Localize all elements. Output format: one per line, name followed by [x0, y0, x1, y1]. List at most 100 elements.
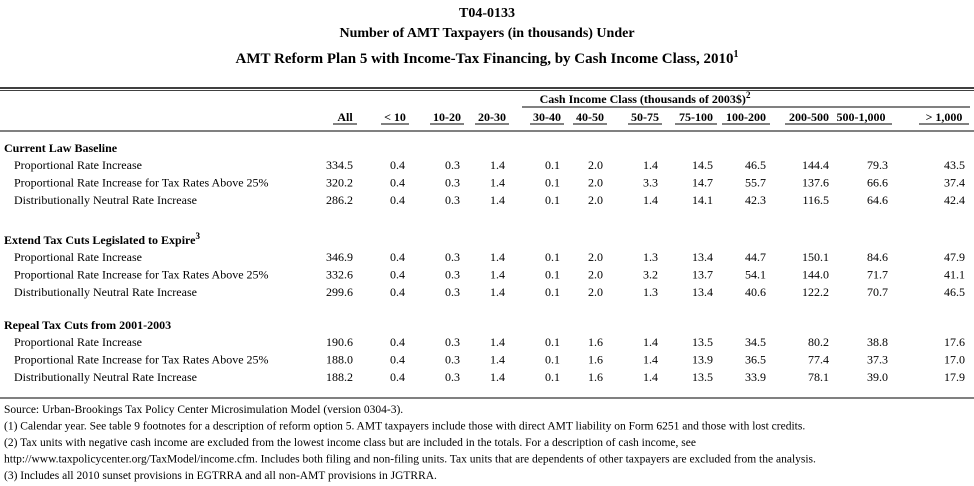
cell-value: 54.1: [745, 268, 766, 282]
cell-value: 41.1: [944, 268, 965, 282]
cell-value: 1.4: [643, 158, 658, 172]
column-header: < 10: [384, 110, 406, 124]
section-title-text: Current Law Baseline: [4, 141, 118, 155]
cell-value: 36.5: [745, 353, 766, 367]
cell-value: 1.4: [490, 285, 505, 299]
cell-value: 38.8: [867, 335, 888, 349]
row-label: Proportional Rate Increase for Tax Rates…: [14, 268, 269, 282]
cell-value: 0.4: [390, 353, 405, 367]
row-label: Distributionally Neutral Rate Increase: [14, 193, 197, 207]
column-header: > 1,000: [926, 110, 963, 124]
cell-value: 137.6: [802, 176, 829, 190]
title-line: Number of AMT Taxpayers (in thousands) U…: [339, 26, 634, 41]
column-header: 200-500: [789, 110, 829, 124]
cell-value: 42.4: [944, 193, 965, 207]
cell-value: 1.4: [490, 335, 505, 349]
cell-value: 2.0: [588, 158, 603, 172]
cell-value: 122.2: [802, 285, 829, 299]
cell-value: 320.2: [326, 176, 353, 190]
cell-value: 0.4: [390, 158, 405, 172]
table-body: All < 10 10-20 20-30 30-40 40-50 50-75 75-100 10…: [4, 110, 969, 482]
cell-value: 0.1: [545, 335, 560, 349]
cell-value: 1.4: [490, 250, 505, 264]
cell-value: 46.5: [745, 158, 766, 172]
cell-value: 2.0: [588, 193, 603, 207]
cell-value: 1.6: [588, 335, 603, 349]
cell-value: 346.9: [326, 250, 353, 264]
footnote: http://www.taxpolicycenter.org/TaxModel/…: [4, 454, 816, 466]
cell-value: 1.4: [490, 353, 505, 367]
cell-value: 0.3: [445, 268, 460, 282]
cell-value: 150.1: [802, 250, 829, 264]
cell-value: 13.7: [692, 268, 713, 282]
footnote-ref: 2: [746, 90, 751, 100]
cell-value: 17.6: [944, 335, 965, 349]
column-header: 50-75: [631, 110, 659, 124]
row-label: Proportional Rate Increase: [14, 250, 142, 264]
cell-value: 17.0: [944, 353, 965, 367]
cell-value: 188.2: [326, 370, 353, 384]
column-header: 500-1,000: [837, 110, 886, 124]
cell-value: 0.1: [545, 158, 560, 172]
cell-value: 66.6: [867, 176, 888, 190]
row-label: Distributionally Neutral Rate Increase: [14, 285, 197, 299]
cell-value: 1.3: [643, 250, 658, 264]
cell-value: 144.0: [802, 268, 829, 282]
cell-value: 0.4: [390, 335, 405, 349]
cell-value: 64.6: [867, 193, 888, 207]
footnote-ref: 3: [195, 231, 200, 241]
group-header-text: Cash Income Class (thousands of 2003$): [540, 92, 746, 106]
cell-value: 17.9: [944, 370, 965, 384]
cell-value: 188.0: [326, 353, 353, 367]
cell-value: 0.3: [445, 370, 460, 384]
row-label: Proportional Rate Increase: [14, 335, 142, 349]
cell-value: 334.5: [326, 158, 353, 172]
cell-value: 2.0: [588, 268, 603, 282]
cell-value: 3.2: [643, 268, 658, 282]
cell-value: 0.3: [445, 193, 460, 207]
cell-value: 80.2: [808, 335, 829, 349]
cell-value: 84.6: [867, 250, 888, 264]
cell-value: 14.5: [692, 158, 713, 172]
cell-value: 37.4: [944, 176, 965, 190]
cell-value: 14.1: [692, 193, 713, 207]
cell-value: 286.2: [326, 193, 353, 207]
column-header: 10-20: [433, 110, 461, 124]
column-header: 40-50: [576, 110, 604, 124]
cell-value: 14.7: [692, 176, 713, 190]
cell-value: 33.9: [745, 370, 766, 384]
cell-value: 13.4: [692, 250, 713, 264]
cell-value: 37.3: [867, 353, 888, 367]
cell-value: 332.6: [326, 268, 353, 282]
group-header: Cash Income Class (thousands of 2003$)2: [540, 90, 751, 106]
cell-value: 71.7: [867, 268, 888, 282]
cell-value: 13.5: [692, 370, 713, 384]
cell-value: 1.4: [490, 370, 505, 384]
cell-value: 0.4: [390, 268, 405, 282]
cell-value: 55.7: [745, 176, 766, 190]
row-label: Proportional Rate Increase for Tax Rates…: [14, 353, 269, 367]
title-text: AMT Reform Plan 5 with Income-Tax Financ…: [236, 51, 734, 67]
cell-value: 0.4: [390, 193, 405, 207]
column-header: All: [337, 110, 353, 124]
cell-value: 1.4: [490, 158, 505, 172]
cell-value: 0.4: [390, 250, 405, 264]
cell-value: 1.4: [643, 335, 658, 349]
cell-value: 0.4: [390, 176, 405, 190]
cell-value: 2.0: [588, 176, 603, 190]
title-line: AMT Reform Plan 5 with Income-Tax Financ…: [236, 49, 739, 67]
cell-value: 39.0: [867, 370, 888, 384]
cell-value: 70.7: [867, 285, 888, 299]
footnote: (1) Calendar year. See table 9 footnotes…: [4, 421, 805, 433]
row-label: Distributionally Neutral Rate Increase: [14, 370, 197, 384]
cell-value: 43.5: [944, 158, 965, 172]
cell-value: 34.5: [745, 335, 766, 349]
cell-value: 0.1: [545, 268, 560, 282]
cell-value: 1.4: [643, 193, 658, 207]
table-code: T04-0133: [459, 6, 515, 21]
cell-value: 1.4: [490, 193, 505, 207]
column-header: 30-40: [533, 110, 561, 124]
cell-value: 42.3: [745, 193, 766, 207]
cell-value: 79.3: [867, 158, 888, 172]
